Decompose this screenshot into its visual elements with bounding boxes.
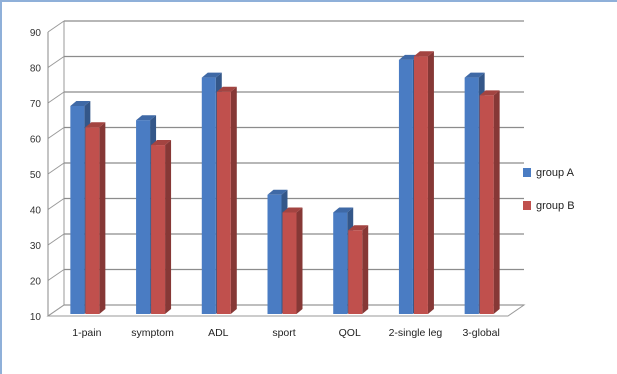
y-tick-label: 90 bbox=[30, 28, 42, 39]
bar-group-b bbox=[413, 56, 428, 315]
x-tick-label: symptom bbox=[131, 327, 174, 339]
bar-top bbox=[85, 122, 106, 128]
y-tick-label: 20 bbox=[30, 277, 42, 288]
bar-side bbox=[493, 90, 500, 314]
gridline-depth bbox=[47, 91, 65, 104]
bar-side bbox=[165, 140, 172, 314]
bar-top bbox=[464, 72, 485, 78]
y-tick-label: 60 bbox=[30, 135, 42, 146]
y-tick-label: 40 bbox=[30, 206, 42, 217]
bar-group-b bbox=[282, 212, 297, 314]
gridline-depth bbox=[47, 233, 65, 246]
bar-top bbox=[216, 86, 237, 92]
legend-swatch bbox=[523, 201, 531, 210]
bar-side bbox=[296, 207, 303, 314]
y-tick-label: 70 bbox=[30, 99, 42, 110]
x-tick-label: ADL bbox=[208, 327, 229, 339]
bar-top bbox=[479, 90, 500, 96]
bar-side bbox=[427, 51, 434, 315]
x-tick-label: 2-single leg bbox=[389, 327, 443, 339]
bar-group-a bbox=[136, 120, 151, 314]
gridline-depth bbox=[47, 20, 65, 33]
bar-top bbox=[151, 140, 172, 146]
legend-label: group A bbox=[536, 167, 575, 179]
bar-top bbox=[348, 225, 369, 231]
bar-top bbox=[267, 189, 288, 195]
bar-side bbox=[230, 86, 237, 314]
bar-group-a bbox=[201, 77, 216, 314]
bar-group-a bbox=[267, 194, 282, 314]
gridline-depth bbox=[47, 269, 65, 281]
floor bbox=[46, 304, 526, 317]
bar-top bbox=[282, 207, 303, 213]
legend-swatch bbox=[523, 168, 531, 177]
gridline-depth bbox=[47, 198, 65, 210]
x-tick-label: 3-global bbox=[462, 327, 499, 339]
y-tick-label: 80 bbox=[30, 64, 42, 75]
gridline-depth bbox=[47, 162, 65, 175]
y-tick-label: 10 bbox=[30, 312, 42, 323]
bar-group-b bbox=[85, 127, 100, 314]
bar-group-b bbox=[216, 91, 231, 314]
x-tick-label: 1-pain bbox=[72, 327, 101, 339]
y-axis: 10 20 30 40 50 60 70 80 90 bbox=[30, 28, 49, 323]
bar-top bbox=[201, 72, 222, 78]
bar-top bbox=[333, 207, 354, 213]
x-tick-label: QOL bbox=[339, 327, 361, 339]
bar-group-b bbox=[348, 230, 363, 314]
gridline-depth bbox=[47, 56, 65, 68]
bars bbox=[70, 51, 500, 315]
bar-top bbox=[136, 115, 157, 121]
bar-top bbox=[413, 51, 434, 57]
y-tick-label: 30 bbox=[30, 241, 42, 252]
bar-top bbox=[70, 101, 91, 106]
bar-side bbox=[362, 225, 369, 314]
gridline-depth bbox=[47, 127, 65, 139]
bar-group-b bbox=[151, 145, 166, 314]
legend-label: group B bbox=[536, 200, 575, 212]
bar-side bbox=[99, 122, 106, 314]
bar-group-a bbox=[70, 106, 85, 314]
x-tick-label: sport bbox=[272, 327, 295, 339]
legend: group A group B bbox=[523, 167, 575, 212]
bar-group-a bbox=[464, 77, 479, 314]
bar-group-a bbox=[333, 212, 348, 314]
x-axis: 1-pain symptom ADL sport QOL 2-single leg 3-gl… bbox=[72, 327, 500, 339]
bar-group-b bbox=[479, 95, 494, 314]
bar-group-a bbox=[398, 59, 413, 314]
y-tick-label: 50 bbox=[30, 170, 42, 181]
